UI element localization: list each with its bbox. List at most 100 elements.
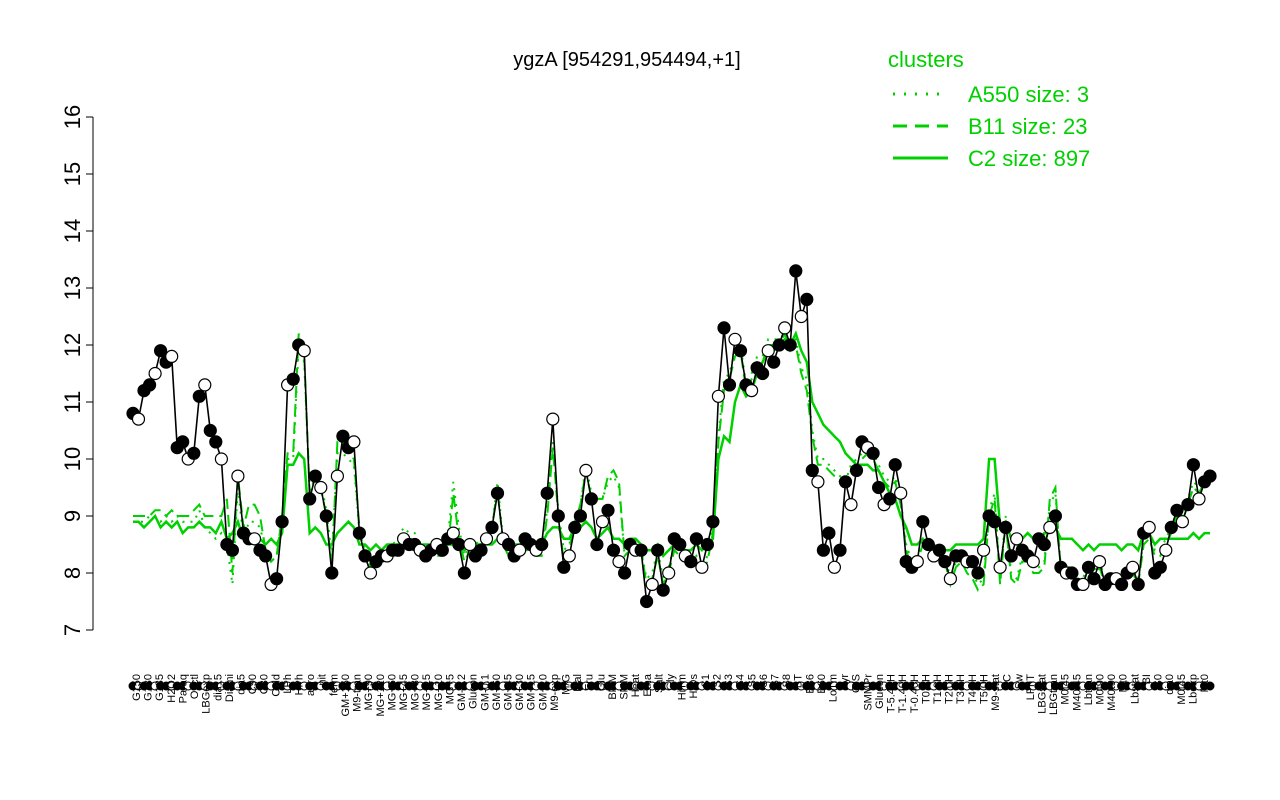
x-tick-label: T-5.40H	[886, 674, 898, 713]
data-point	[1037, 537, 1051, 552]
x-tick-label: LBGstat	[1037, 674, 1049, 714]
x-tick-label: S3	[723, 674, 735, 687]
data-point	[827, 560, 842, 574]
data-point	[645, 577, 659, 592]
x-tick-label: aero	[305, 674, 317, 696]
data-point	[1026, 554, 1040, 569]
x-tick-label: Etha	[642, 673, 654, 697]
data-point	[463, 537, 477, 552]
data-point	[728, 332, 742, 346]
data-point	[612, 554, 626, 569]
data-point	[131, 412, 146, 426]
data-point	[148, 366, 162, 381]
data-point	[303, 492, 317, 506]
x-tick-label: Glu	[595, 674, 607, 691]
x-tick-label: S7	[770, 674, 782, 687]
x-tick-label: M9-exp	[549, 674, 561, 711]
data-point	[1081, 560, 1096, 574]
data-point	[198, 378, 212, 392]
data-point	[717, 321, 731, 335]
x-tick-label: H2O2	[166, 674, 178, 703]
data-point	[938, 554, 952, 569]
x-tick-label: LPhT	[1025, 674, 1037, 701]
x-tick-label: Cold	[270, 674, 282, 697]
data-point	[783, 338, 797, 352]
data-point	[391, 543, 405, 557]
data-point	[347, 435, 361, 449]
data-point	[165, 349, 179, 363]
x-tick-label: MG+45	[398, 674, 410, 710]
y-tick-label-16: 16	[60, 105, 85, 129]
x-tick-label: Oxctl	[189, 674, 201, 699]
x-tick-label: Lbexp	[1187, 674, 1199, 704]
data-point	[849, 463, 864, 477]
data-point	[1126, 560, 1140, 574]
data-point	[546, 412, 560, 426]
x-tick-label: GM+15	[526, 674, 538, 710]
x-tick-label: GM+30	[514, 674, 526, 710]
data-point	[976, 543, 991, 557]
x-tick-label: G150	[131, 674, 143, 701]
x-tick-label: MG+15	[421, 674, 433, 710]
x-tick-label: T3.0H	[955, 674, 967, 704]
data-point	[502, 537, 516, 552]
data-point	[673, 537, 687, 552]
legend-title: clusters	[888, 47, 964, 72]
data-point	[639, 594, 654, 609]
data-point	[1181, 498, 1195, 512]
data-point	[606, 543, 621, 557]
data-point	[435, 543, 449, 557]
y-tick-label-15: 15	[60, 162, 85, 186]
x-tick-label: MG+30	[410, 674, 422, 710]
x-tick-label: M40t45	[1071, 674, 1083, 711]
data-point	[695, 560, 709, 574]
x-tick-label: S8	[781, 674, 793, 687]
data-point	[1048, 509, 1063, 523]
x-tick-label: M0t90	[1095, 674, 1107, 705]
data-point	[259, 549, 273, 563]
data-point	[352, 526, 366, 540]
x-tick-label: nit	[317, 674, 329, 686]
data-point	[231, 469, 245, 483]
x-tick-label: dia15	[212, 674, 224, 701]
data-point	[286, 372, 300, 386]
x-tick-label: C30	[259, 674, 271, 694]
data-point	[225, 543, 239, 557]
data-point	[1043, 520, 1057, 535]
y-tick-label-9: 9	[60, 510, 85, 522]
x-tick-label: T2.0H	[944, 674, 956, 704]
data-point	[772, 338, 786, 352]
data-point	[744, 384, 759, 398]
data-point	[540, 486, 554, 500]
x-tick-label: S1	[700, 674, 712, 687]
data-point	[921, 537, 935, 552]
x-tick-label: MG+60	[386, 674, 398, 710]
x-tick-label: HiTm	[677, 674, 689, 700]
x-tick-label: M/G	[561, 674, 573, 695]
x-tick-label: M0t45	[1060, 674, 1072, 705]
data-point	[1092, 554, 1107, 569]
data-point	[866, 446, 880, 460]
x-tick-label: GM+10	[537, 674, 549, 710]
x-tick-labels: G150 G180 G135 H2O2 Paraq Oxctl LBGexp dia15 Dia…	[131, 673, 1211, 716]
data-point	[601, 503, 615, 517]
data-point	[557, 560, 571, 574]
data-point	[805, 463, 819, 477]
data-point	[579, 463, 593, 477]
data-point	[689, 532, 704, 546]
x-tick-label: B36	[804, 674, 816, 694]
data-point	[800, 292, 814, 306]
rug-mark	[1205, 681, 1215, 691]
data-point	[656, 583, 670, 597]
y-tick-label-7: 7	[60, 624, 85, 636]
data-point	[761, 344, 775, 358]
data-point	[767, 355, 781, 369]
data-point	[700, 537, 715, 552]
expression-line	[132, 270, 1211, 602]
data-point	[965, 554, 980, 569]
x-tick-label: MG+5	[444, 674, 456, 704]
x-tick-label: GM+45	[503, 674, 515, 710]
data-point	[894, 486, 908, 500]
x-tick-label: G180	[143, 674, 155, 701]
